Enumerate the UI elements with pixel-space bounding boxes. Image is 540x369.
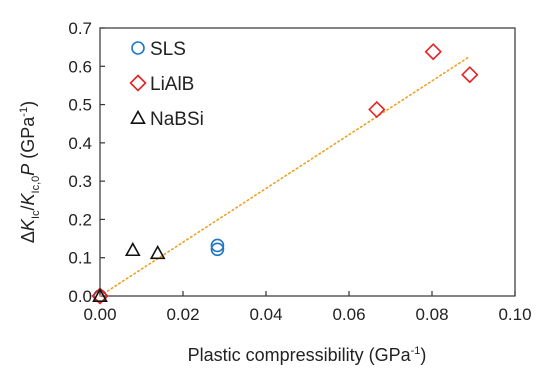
y-tick-label: 0.3 [68,172,92,191]
y-tick-label: 0.7 [68,19,92,38]
x-tick-label: 0.00 [83,305,116,324]
point-nabsi [92,287,108,303]
trendline [99,55,471,297]
point-lialb [91,287,109,305]
legend-marker-nabsi [130,109,146,124]
x-tick-label: 0.08 [415,305,448,324]
legend-marker-lialb [129,74,147,92]
x-tick-label: 0.10 [498,305,531,324]
point-lialb [424,43,442,61]
legend-marker-sls [131,41,145,55]
y-tick-label: 0.2 [68,210,92,229]
legend: SLS LiAlB NaBSi [129,39,204,130]
legend-label-sls: SLS [150,39,186,60]
y-tick-label: 0.5 [68,96,92,115]
y-tick-label: 0.0 [68,287,92,306]
x-tick-label: 0.06 [332,305,365,324]
y-axis-title: ΔKIc/KIc,0P (GPa-1) [18,101,42,243]
point-sls [210,238,225,253]
y-tick-label: 0.1 [68,249,92,268]
x-tick-label: 0.04 [249,305,282,324]
y-tick-label: 0.6 [68,57,92,76]
y-tick-label: 0.4 [68,134,92,153]
data-marks [91,43,479,305]
plot-frame [99,27,516,297]
legend-label-lialb: LiAlB [150,74,194,95]
point-lialb [368,100,386,119]
point-nabsi [149,244,166,260]
point-lialb [461,66,479,84]
point-nabsi [124,241,141,257]
legend-label-nabsi: NaBSi [150,109,204,130]
point-sls [210,242,225,257]
axis-ticks: 0.00 0.02 0.04 0.06 0.08 0.10 0.0 0.1 0.2 0.3 0.4 0… [68,19,531,324]
plot-area [99,27,516,297]
x-tick-label: 0.02 [166,305,199,324]
x-axis-title: Plastic compressibility (GPa-1) [188,345,427,365]
